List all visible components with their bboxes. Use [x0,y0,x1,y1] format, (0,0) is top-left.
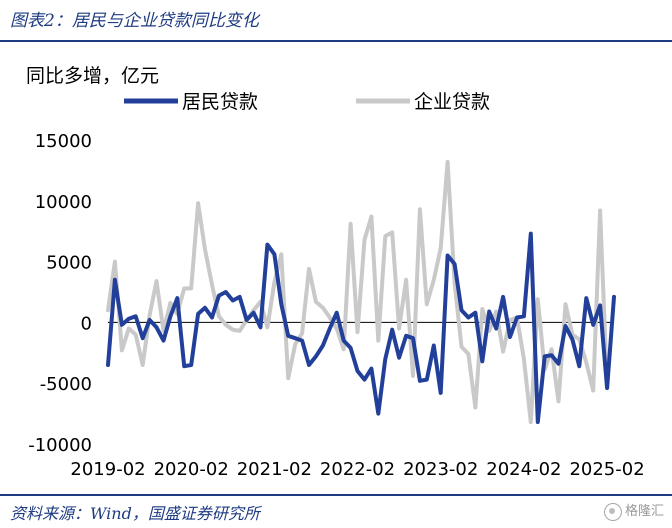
source-note: 资料来源：Wind，国盛证券研究所 [10,504,260,523]
top-rule [0,40,672,42]
series-line-corporate [106,159,610,425]
legend-label-corporate: 企业贷款 [414,91,490,113]
bottom-rule [0,494,672,496]
watermark-text: 格隆汇 [624,504,664,519]
y-tick-label: 10000 [35,192,92,213]
y-tick-label: 5000 [46,253,92,274]
unit-label: 同比多增，亿元 [26,65,159,87]
x-tick-label: 2023-02 [403,459,478,480]
series-layer [106,159,616,425]
y-tick-label: 0 [81,313,92,334]
legend: 居民贷款 企业贷款 [124,91,490,113]
figure-title: 图表2：居民与企业贷款同比变化 [10,11,259,31]
y-axis: -10000 -5000 0 5000 10000 15000 [28,131,92,456]
y-tick-label: -5000 [40,374,92,395]
x-axis: 2019-02 2020-02 2021-02 2022-02 2023-02 2024-… [70,321,645,480]
x-tick-label: 2025-02 [569,459,644,480]
x-tick-label: 2024-02 [486,459,561,480]
x-tick-label: 2022-02 [320,459,395,480]
y-tick-label: -10000 [28,435,92,456]
watermark-logo-icon [603,502,622,521]
y-tick-label: 15000 [35,131,92,152]
x-tick-label: 2021-02 [237,459,312,480]
series-line-residential [106,231,616,425]
watermark: 格隆汇 [603,500,664,521]
legend-label-residential: 居民贷款 [182,91,258,113]
x-tick-label: 2019-02 [70,459,145,480]
line-chart: 同比多增，亿元 居民贷款 企业贷款 -10000 -5000 0 5000 10000 1… [26,65,645,480]
x-tick-label: 2020-02 [154,459,229,480]
